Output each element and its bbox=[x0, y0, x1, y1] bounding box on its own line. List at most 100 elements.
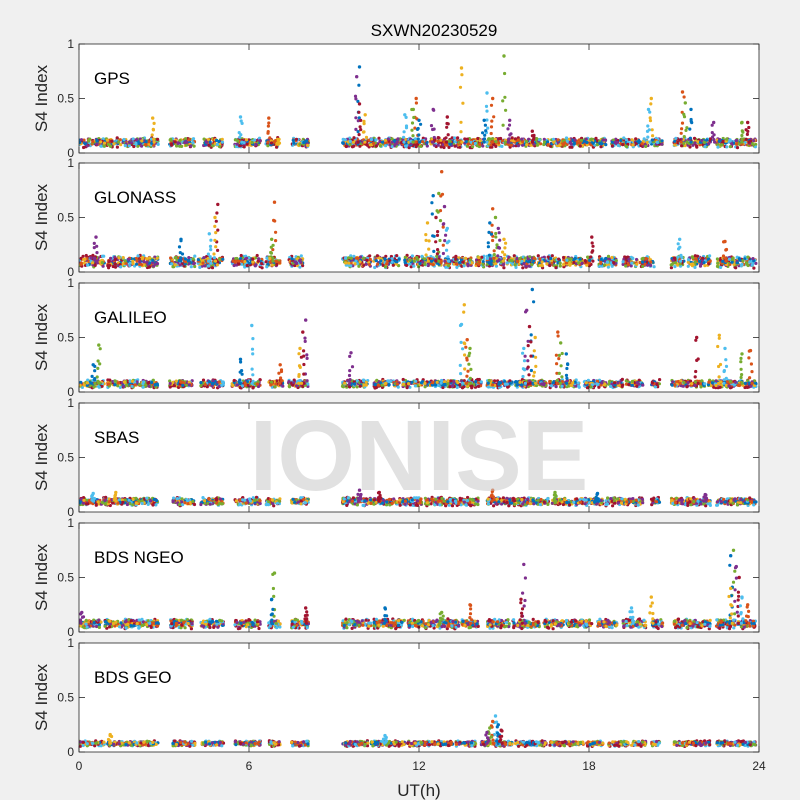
data-point bbox=[217, 380, 221, 384]
data-point bbox=[356, 119, 360, 123]
data-point bbox=[254, 142, 258, 146]
data-point bbox=[233, 138, 237, 142]
spike-point bbox=[355, 75, 359, 79]
data-point bbox=[536, 254, 540, 258]
data-point bbox=[91, 253, 95, 257]
data-point bbox=[453, 136, 457, 140]
data-point bbox=[475, 262, 479, 266]
data-point bbox=[270, 263, 274, 267]
data-point bbox=[740, 133, 744, 138]
data-point bbox=[290, 257, 294, 261]
data-point bbox=[239, 257, 243, 261]
data-point bbox=[99, 144, 103, 148]
spike-point bbox=[649, 96, 653, 101]
data-point bbox=[562, 263, 566, 267]
spike-point bbox=[508, 118, 512, 123]
data-point bbox=[384, 144, 388, 148]
data-point bbox=[719, 265, 723, 269]
data-point bbox=[646, 135, 650, 139]
data-point bbox=[110, 139, 114, 144]
data-point bbox=[148, 256, 152, 260]
data-point bbox=[274, 259, 278, 263]
data-point bbox=[441, 385, 445, 390]
data-point bbox=[510, 136, 514, 140]
data-point bbox=[140, 257, 144, 261]
data-point bbox=[629, 264, 633, 268]
data-point bbox=[542, 255, 546, 259]
data-point bbox=[537, 138, 542, 142]
data-point bbox=[109, 256, 113, 260]
data-point bbox=[206, 138, 211, 142]
data-point bbox=[509, 132, 513, 136]
data-point bbox=[196, 258, 200, 262]
y-tick-label: 0.5 bbox=[57, 211, 74, 225]
data-point bbox=[738, 258, 742, 262]
data-point bbox=[441, 243, 445, 247]
data-point bbox=[521, 266, 525, 270]
data-point bbox=[477, 260, 482, 264]
data-point bbox=[473, 141, 477, 146]
data-point bbox=[436, 248, 440, 252]
data-point bbox=[243, 383, 247, 387]
data-point bbox=[257, 136, 262, 140]
data-point bbox=[545, 262, 549, 266]
data-point bbox=[438, 219, 443, 223]
data-point bbox=[275, 145, 279, 149]
data-point bbox=[354, 259, 358, 263]
data-point bbox=[438, 209, 443, 213]
data-point bbox=[247, 261, 251, 265]
data-point bbox=[305, 139, 309, 143]
data-point bbox=[621, 262, 625, 266]
data-point bbox=[650, 138, 654, 142]
data-point bbox=[237, 131, 241, 135]
data-point bbox=[86, 263, 90, 267]
data-point bbox=[405, 253, 409, 257]
data-point bbox=[430, 201, 434, 205]
data-point bbox=[291, 383, 295, 387]
data-point bbox=[276, 138, 280, 143]
data-point bbox=[426, 259, 430, 263]
data-point bbox=[152, 264, 156, 268]
data-point bbox=[436, 139, 440, 143]
data-point bbox=[492, 115, 496, 119]
data-point bbox=[684, 128, 688, 132]
data-point bbox=[152, 137, 156, 141]
data-point bbox=[357, 83, 361, 87]
data-point bbox=[673, 143, 677, 147]
data-point bbox=[612, 261, 616, 265]
data-point bbox=[669, 266, 674, 270]
data-point bbox=[535, 137, 539, 141]
data-point bbox=[170, 262, 174, 266]
data-point bbox=[215, 138, 219, 142]
data-point bbox=[589, 255, 593, 259]
data-point bbox=[136, 254, 140, 258]
data-point bbox=[355, 262, 359, 266]
data-point bbox=[364, 380, 368, 384]
spike-point bbox=[712, 120, 716, 125]
data-point bbox=[448, 385, 452, 389]
data-point bbox=[698, 264, 703, 268]
data-point bbox=[375, 254, 379, 258]
spike-point bbox=[590, 235, 594, 239]
data-point bbox=[266, 130, 270, 134]
data-point bbox=[211, 382, 215, 386]
data-point bbox=[513, 263, 517, 267]
data-point bbox=[554, 266, 558, 270]
data-point bbox=[478, 139, 482, 143]
data-point bbox=[411, 140, 415, 144]
data-point bbox=[487, 385, 491, 389]
data-point bbox=[644, 144, 648, 148]
data-point bbox=[178, 251, 182, 255]
data-point bbox=[243, 381, 247, 385]
data-point bbox=[712, 133, 716, 137]
data-point bbox=[456, 381, 460, 385]
series-points bbox=[79, 287, 758, 390]
spike-point bbox=[357, 65, 362, 69]
data-point bbox=[134, 141, 138, 145]
data-point bbox=[354, 116, 358, 120]
data-point bbox=[510, 259, 514, 263]
data-point bbox=[138, 382, 142, 387]
data-point bbox=[590, 241, 594, 245]
data-point bbox=[365, 258, 369, 262]
data-point bbox=[202, 137, 206, 141]
